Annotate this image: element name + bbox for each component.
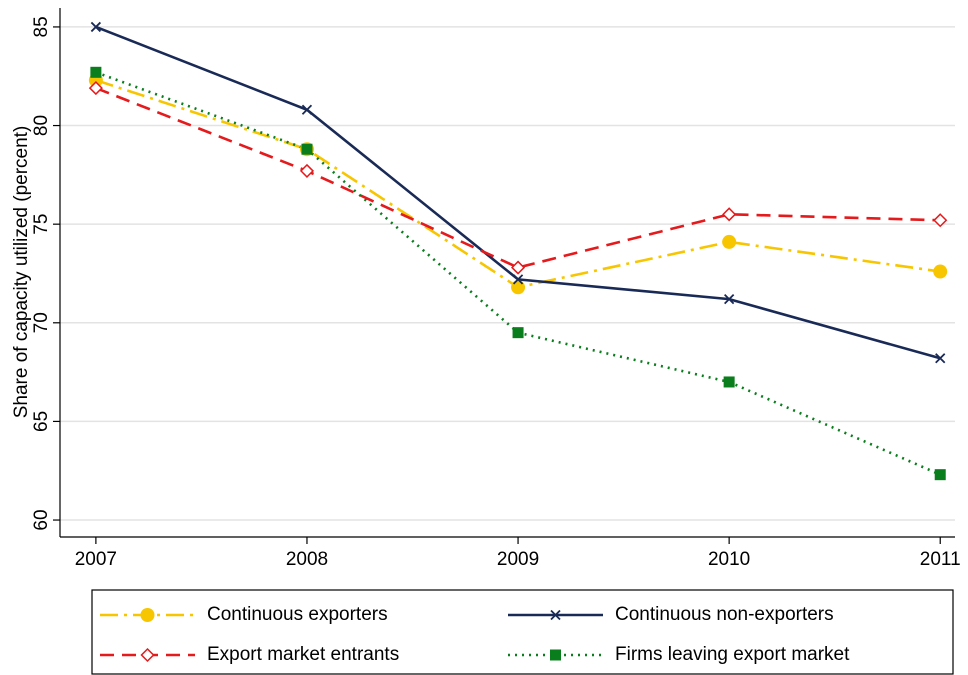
legend-label: Export market entrants xyxy=(207,644,399,665)
y-tick-label: 80 xyxy=(31,115,52,136)
legend-label: Continuous exporters xyxy=(207,604,388,625)
marker xyxy=(550,649,561,661)
marker xyxy=(933,264,948,279)
marker xyxy=(140,608,155,622)
marker xyxy=(90,66,102,78)
marker xyxy=(140,647,155,663)
marker xyxy=(299,163,315,178)
marker xyxy=(722,207,737,222)
y-tick-label: 65 xyxy=(31,411,52,432)
y-tick-label: 60 xyxy=(31,509,52,530)
marker xyxy=(550,609,561,621)
legend-label: Continuous non-exporters xyxy=(615,604,834,625)
marker xyxy=(510,260,526,275)
marker xyxy=(90,21,102,33)
x-tick-label: 2010 xyxy=(708,549,750,570)
marker xyxy=(722,234,737,249)
marker xyxy=(933,213,948,228)
marker xyxy=(301,104,313,115)
marker xyxy=(934,469,946,481)
marker xyxy=(935,353,946,364)
x-tick-label: 2007 xyxy=(75,549,117,570)
marker xyxy=(512,327,524,339)
x-tick-label: 2009 xyxy=(497,549,539,570)
marker xyxy=(723,376,735,388)
marker xyxy=(301,143,313,155)
y-axis-title: Share of capacity utilized (percent) xyxy=(11,126,32,419)
legend-box xyxy=(91,589,954,675)
series-line xyxy=(95,78,941,289)
series-line xyxy=(95,86,941,269)
marker xyxy=(511,280,526,295)
x-tick-label: 2011 xyxy=(920,549,961,570)
x-tick-label: 2008 xyxy=(286,549,328,570)
y-tick-label: 85 xyxy=(31,16,52,37)
y-tick-label: 70 xyxy=(31,312,52,333)
marker xyxy=(88,81,103,96)
marker xyxy=(724,293,735,305)
legend-label: Firms leaving export market xyxy=(615,644,850,665)
marker xyxy=(512,274,524,285)
series-line xyxy=(95,25,941,360)
y-tick-label: 75 xyxy=(31,214,52,235)
